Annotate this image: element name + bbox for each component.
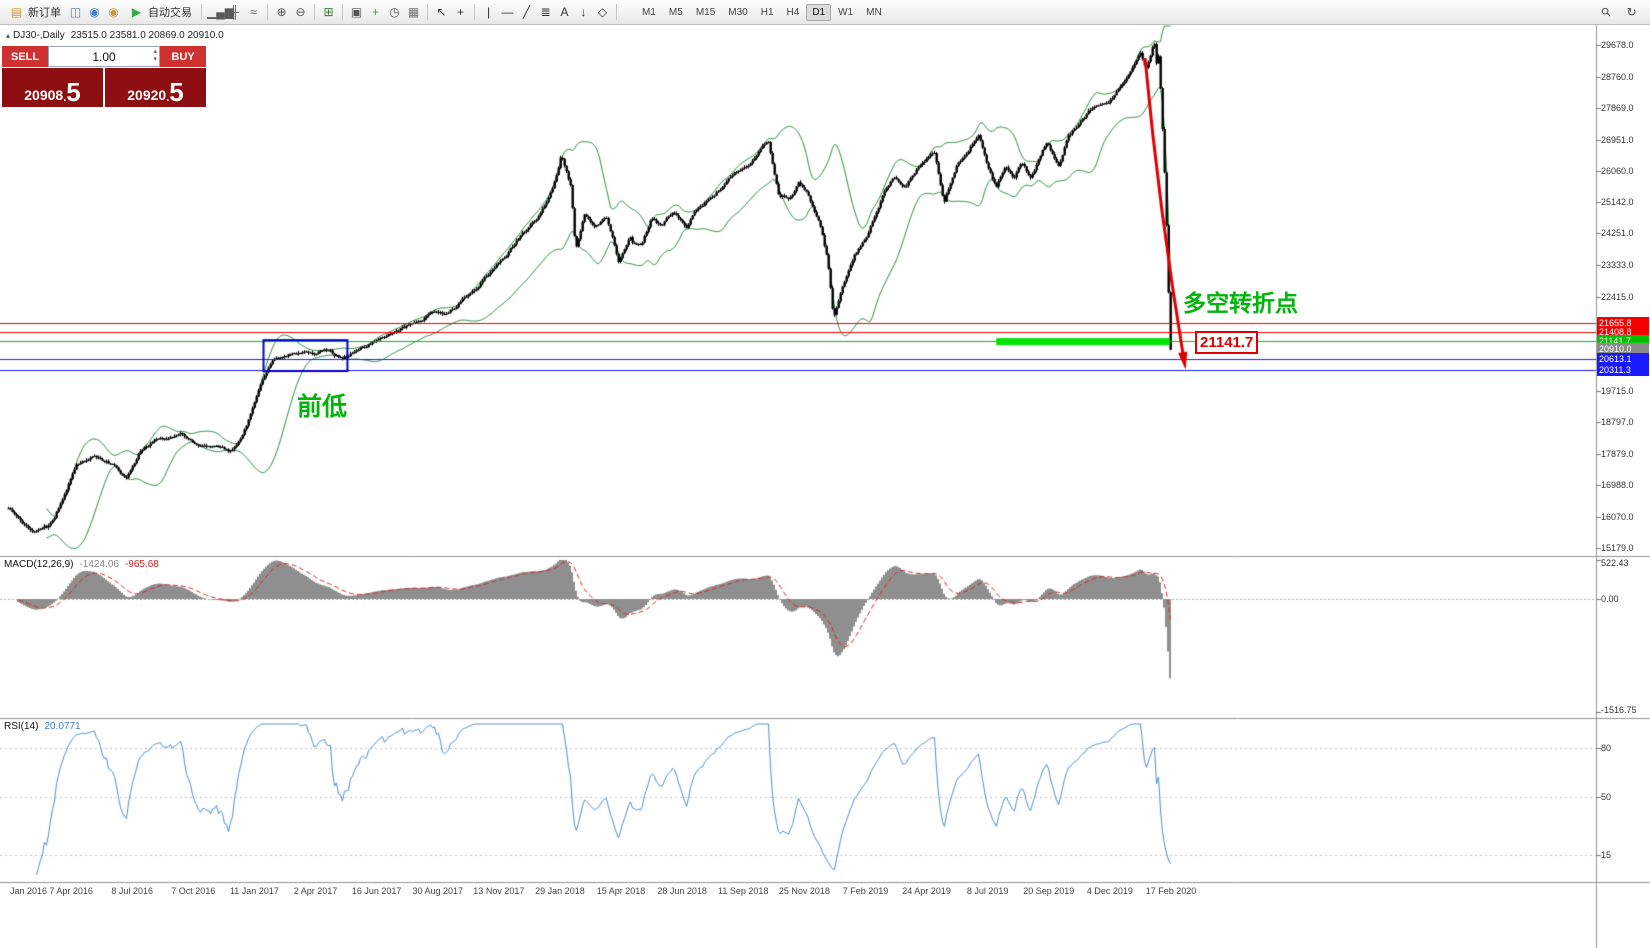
line-chart-icon[interactable]: ≈ [250,4,257,19]
autotrade-label: 自动交易 [148,7,192,19]
timeframe-h1[interactable]: H1 [760,6,774,18]
spinner-down-icon[interactable]: ▾ [153,56,157,63]
buy-price-dot: . [166,92,170,104]
ohlc-bars-icon[interactable]: ▁▄▆ [207,4,234,19]
sell-price-button[interactable]: 20908. 5 [2,68,103,107]
one-click-trading-panel: SELL 1.00 ▴ ▾ BUY 20908. 5 20920. 5 [2,46,206,107]
community-icon[interactable]: ◉ [108,4,119,19]
rsi-indicator-label: RSI(14) 20.0771 [4,721,87,732]
volume-value: 1.00 [92,49,116,64]
shapes-icon[interactable]: ◇ [597,4,608,19]
sell-button[interactable]: SELL [2,46,48,67]
timeframe-m30[interactable]: M30 [728,6,748,18]
toolbar-separator [474,4,475,20]
macd-value: -1424.06 [79,559,119,570]
volume-spinner[interactable]: ▴ ▾ [153,48,157,64]
charts-window-icon[interactable]: ◫ [69,4,82,19]
timeframe-toolbar: M1 M5 M15 M30 H1 H4 D1 W1 MN [636,3,888,21]
crosshair-icon[interactable]: + [456,4,464,19]
quick-nav-icon[interactable]: ↻ [1626,4,1637,19]
zoom-in-icon[interactable]: ⊕ [276,4,287,19]
toolbar-separator [342,4,343,20]
new-order-label: 新订单 [28,7,61,19]
timeframe-w1[interactable]: W1 [838,6,854,18]
rsi-name: RSI(14) [4,721,39,732]
candlestick-chart-icon[interactable]: ╫ [230,4,239,19]
toolbar-separator [314,4,315,20]
profile-icon[interactable]: ◉ [89,4,100,19]
search-icon[interactable]: ⚲ [1598,3,1615,20]
timeframe-m1[interactable]: M1 [642,6,656,18]
arrows-icon[interactable]: ↓ [580,4,587,19]
toolbar-separator [616,4,617,20]
chart-symbol-period: DJ30-,Daily [13,30,65,41]
horizontal-line-icon[interactable]: — [501,4,514,19]
sell-price-pips: 5 [66,77,81,107]
timeframe-h4[interactable]: H4 [786,6,800,18]
timeframe-m5[interactable]: M5 [668,6,683,18]
rsi-value: 20.0771 [44,721,81,732]
macd-name: MACD(12,26,9) [4,559,74,570]
text-icon[interactable]: A [560,4,569,19]
vertical-line-icon[interactable]: | [486,4,491,19]
volume-input[interactable]: 1.00 ▴ ▾ [48,46,160,67]
buy-price-int: 20920 [127,87,167,103]
toolbar-separator [427,4,428,20]
chart-header: ▴ DJ30-,Daily 23515.0 23581.0 20869.0 2091… [6,30,224,41]
new-order-button[interactable]: ▤ 新订单 [4,1,65,23]
main-toolbar: ▤ 新订单 ◫ ◉ ◉ ▶ 自动交易 ▁▄▆ ╫ ≈ ⊕ ⊖ ⊞ ▣ + ◷ ▦ ↖ + | — ╱ ≣ A ↓ ◇ M1 M5 M15… [0,0,1650,25]
macd-signal-value: -965.68 [124,559,159,570]
buy-price-button[interactable]: 20920. 5 [105,68,206,107]
new-order-icon: ▤ [10,4,23,19]
buy-button[interactable]: BUY [160,46,206,67]
grid-icon[interactable]: ⊞ [323,4,334,19]
autotrade-button[interactable]: ▶ 自动交易 [124,1,196,23]
price-level-callout: 21141.7 [1195,331,1259,354]
chart-settings-icon[interactable]: ▦ [407,4,420,19]
toolbar-separator [267,4,268,20]
buy-price-pips: 5 [169,77,184,107]
spinner-up-icon[interactable]: ▴ [153,48,157,55]
symbol-marker-icon: ▴ [6,31,11,40]
period-icon[interactable]: ◷ [389,4,400,19]
new-chart-icon[interactable]: + [371,4,379,19]
sell-price-int: 20908 [24,87,64,103]
cursor-icon[interactable]: ↖ [436,4,447,19]
previous-low-annotation: 前低 [297,393,348,421]
tile-windows-icon[interactable]: ▣ [350,4,363,19]
chart-ohlc-values: 23515.0 23581.0 20869.0 20910.0 [70,30,224,41]
autotrade-play-icon: ▶ [131,4,142,19]
fibonacci-icon[interactable]: ≣ [540,4,551,19]
turning-point-annotation: 多空转折点 [1183,290,1298,316]
macd-indicator-label: MACD(12,26,9) -1424.06 -965.68 [4,559,165,570]
trendline-icon[interactable]: ╱ [522,4,531,19]
timeframe-m15[interactable]: M15 [695,6,716,18]
timeframe-mn[interactable]: MN [866,6,882,18]
toolbar-separator [201,4,202,20]
sell-price-dot: . [63,92,67,104]
toolbar-right-group: ⚲ ↻ [1598,4,1646,21]
zoom-out-icon[interactable]: ⊖ [295,4,306,19]
timeframe-d1[interactable]: D1 [806,3,832,21]
